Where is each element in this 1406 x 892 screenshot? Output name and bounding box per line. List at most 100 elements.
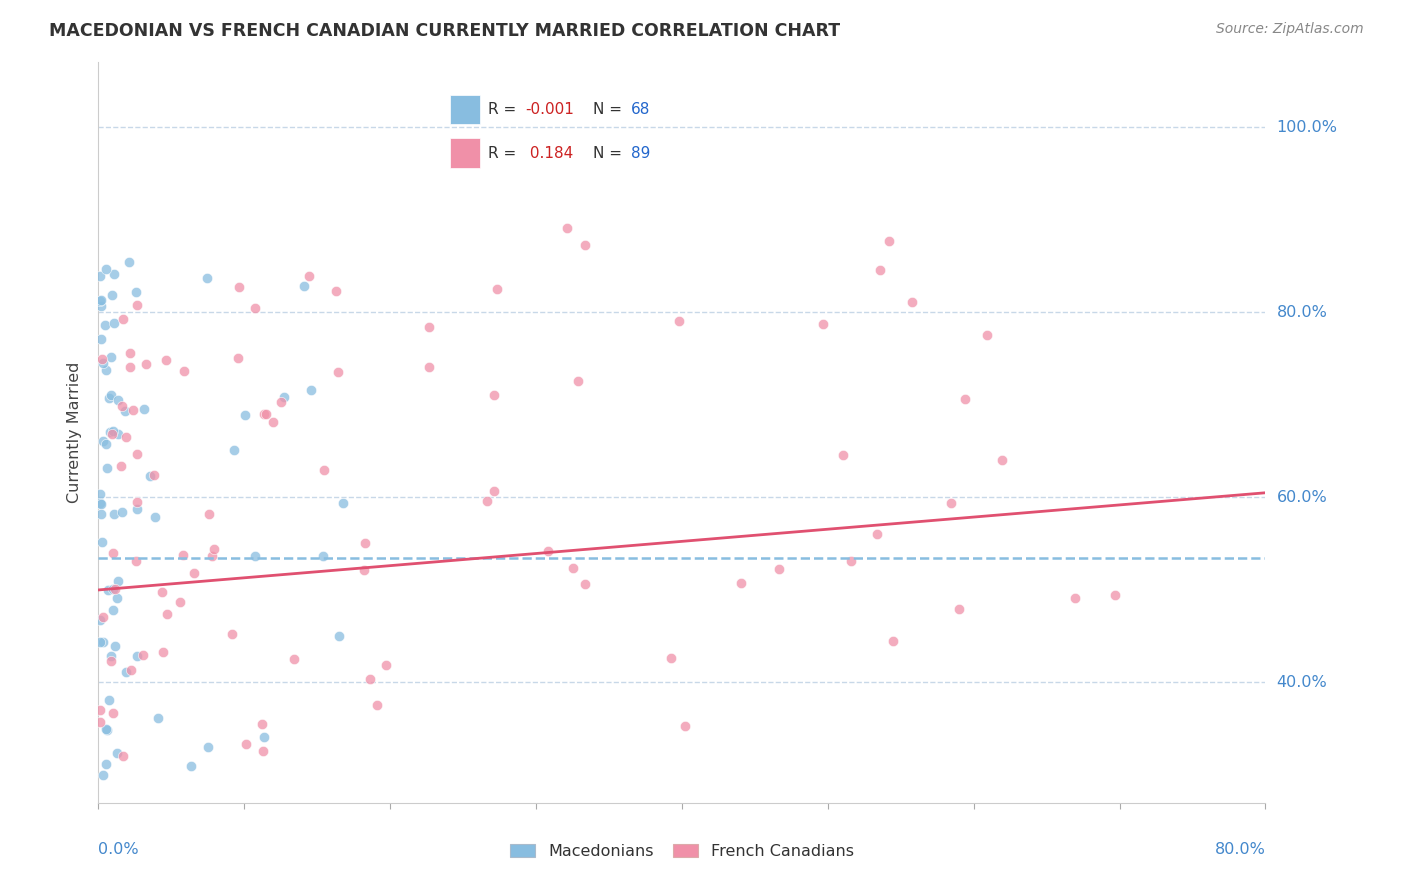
Point [127,648,149,663]
Point [202,542,225,557]
Point [832,449,855,463]
Point [233,408,256,422]
Point [101,706,124,720]
Point [283,652,305,666]
Point [221,627,243,641]
Point [482,484,505,499]
Point [107,392,129,407]
Point [991,453,1014,467]
Point [312,549,335,563]
Point [89,635,111,649]
Text: 80.0%: 80.0% [1215,842,1265,856]
Point [89,487,111,501]
Point [901,294,924,309]
Point [89,269,111,284]
Point [98,692,121,706]
Point [353,563,375,577]
Point [100,654,122,668]
Point [228,351,250,365]
Point [1064,591,1087,606]
Point [183,566,205,580]
Point [169,595,191,609]
Point [326,365,349,379]
Point [103,582,125,596]
Text: 0.0%: 0.0% [98,842,139,856]
Point [90,293,112,308]
Point [100,425,122,439]
Point [91,609,114,624]
Point [228,280,250,294]
Point [135,357,157,371]
Point [155,353,177,368]
Point [90,497,112,511]
Point [252,407,274,421]
Point [152,645,174,659]
Point [865,527,887,541]
Point [418,320,440,334]
Point [243,301,266,315]
Point [107,426,129,441]
Point [103,582,125,596]
Point [103,267,125,281]
Point [143,509,166,524]
Point [869,262,891,277]
Point [253,730,276,744]
Point [201,549,224,563]
Point [112,311,135,326]
Point [173,364,195,378]
Point [89,613,111,627]
Point [328,628,350,642]
Point [314,463,336,477]
Point [561,561,583,575]
Point [574,237,596,252]
Point [131,648,153,662]
Point [89,703,111,717]
Point [879,234,901,248]
Point [100,350,122,364]
Point [127,298,149,312]
Point [366,698,388,712]
Point [245,549,267,564]
Point [262,415,284,429]
Point [100,287,122,301]
Point [555,220,578,235]
Point [127,502,149,516]
Point [110,459,132,474]
Point [125,554,148,568]
Point [134,401,156,416]
Point [574,577,596,591]
Point [976,327,998,342]
Point [94,318,117,333]
Point [730,576,752,591]
Point [103,639,125,653]
Point [537,544,560,558]
Point [111,399,134,413]
Point [839,554,862,568]
Point [94,261,117,276]
Point [292,279,315,293]
Point [254,407,277,421]
Point [103,316,125,330]
Point [94,757,117,772]
Point [768,562,790,576]
Point [882,633,904,648]
Text: 40.0%: 40.0% [1277,675,1327,690]
Point [125,495,148,509]
Point [125,285,148,300]
Point [195,271,218,285]
Point [90,332,112,346]
Point [121,663,143,677]
Point [325,284,347,298]
Point [100,648,122,663]
Point [359,672,381,686]
Point [139,468,162,483]
Point [100,427,122,442]
Point [114,665,136,679]
Point [91,351,114,366]
Point [101,424,124,438]
Y-axis label: Currently Married: Currently Married [67,362,83,503]
Point [97,582,120,597]
Text: 80.0%: 80.0% [1277,305,1327,320]
Point [1104,588,1126,602]
Point [96,437,118,451]
